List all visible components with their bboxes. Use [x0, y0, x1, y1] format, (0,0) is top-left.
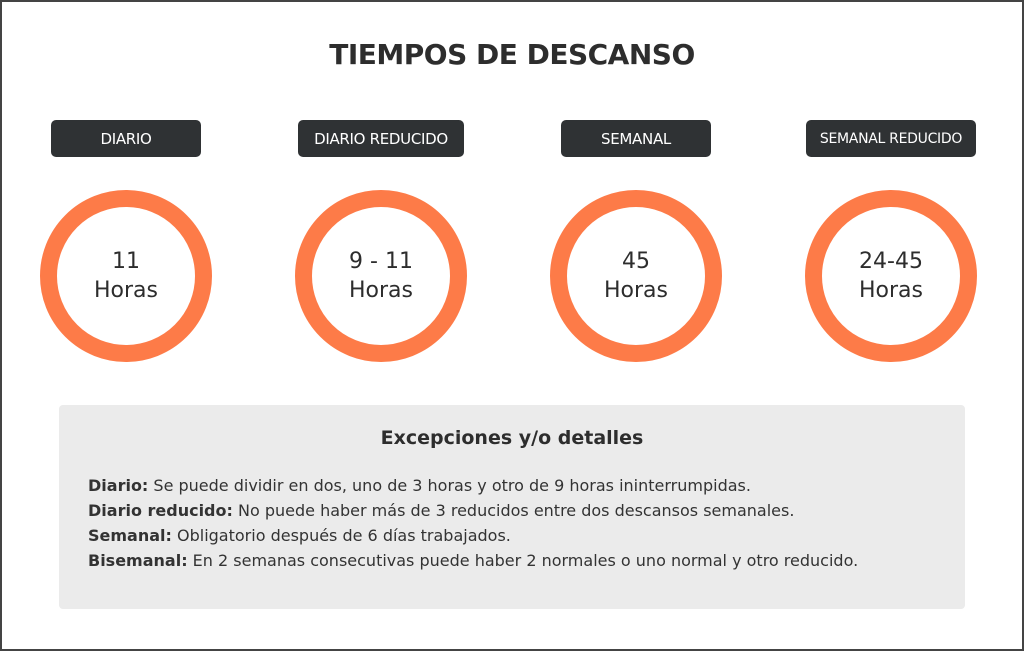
value: 24-45 — [859, 249, 923, 274]
circle-diario-reducido: 9 - 11 Horas — [295, 190, 467, 362]
details-list: Diario: Se puede dividir en dos, uno de … — [88, 473, 965, 573]
text: Obligatorio después de 6 días trabajados… — [171, 526, 511, 545]
list-item: Semanal: Obligatorio después de 6 días t… — [88, 523, 965, 548]
circle-semanal-reducido: 24-45 Horas — [805, 190, 977, 362]
page-title: TIEMPOS DE DESCANSO — [329, 38, 695, 71]
badge-semanal-reducido: SEMANAL REDUCIDO — [806, 120, 976, 157]
unit: Horas — [859, 278, 923, 303]
text: En 2 semanas consecutivas puede haber 2 … — [187, 551, 859, 570]
badge-semanal: SEMANAL — [561, 120, 711, 157]
badge-diario: DIARIO — [51, 120, 201, 157]
unit: Horas — [94, 278, 158, 303]
unit: Horas — [604, 278, 668, 303]
circle-diario: 11 Horas — [40, 190, 212, 362]
details-box: Excepciones y/o detalles Diario: Se pued… — [59, 405, 965, 609]
list-item: Diario reducido: No puede haber más de 3… — [88, 498, 965, 523]
term: Diario: — [88, 476, 149, 495]
term: Bisemanal: — [88, 551, 188, 570]
term: Semanal: — [88, 526, 172, 545]
badge-diario-reducido: DIARIO REDUCIDO — [298, 120, 464, 157]
circle-semanal: 45 Horas — [550, 190, 722, 362]
value: 11 — [112, 249, 140, 274]
text: No puede haber más de 3 reducidos entre … — [232, 501, 795, 520]
unit: Horas — [349, 278, 413, 303]
term: Diario reducido: — [88, 501, 233, 520]
list-item: Bisemanal: En 2 semanas consecutivas pue… — [88, 548, 965, 573]
value: 9 - 11 — [349, 249, 413, 274]
details-heading: Excepciones y/o detalles — [380, 427, 644, 449]
value: 45 — [622, 249, 650, 274]
list-item: Diario: Se puede dividir en dos, uno de … — [88, 473, 965, 498]
text: Se puede dividir en dos, uno de 3 horas … — [148, 476, 751, 495]
